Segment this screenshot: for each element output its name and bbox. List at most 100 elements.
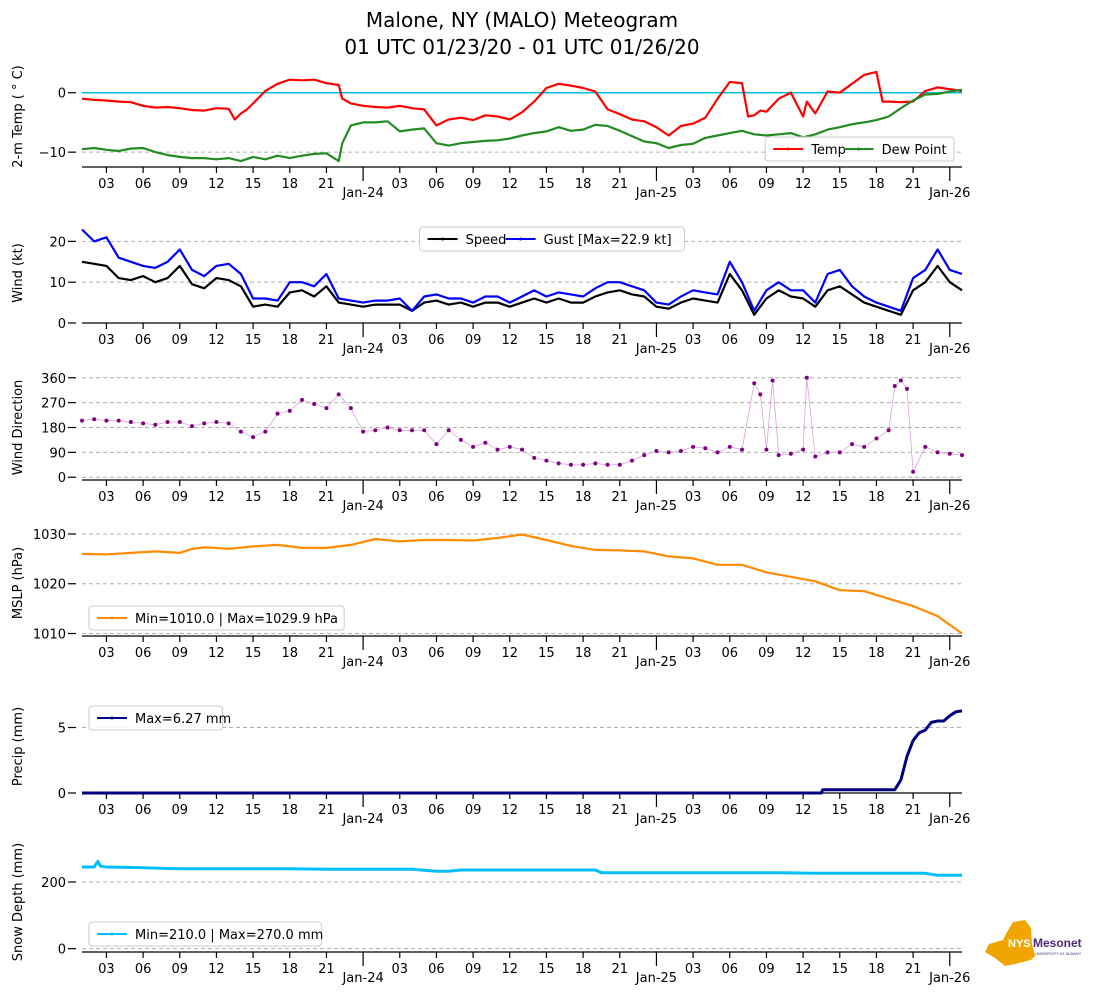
x-tick-label: 06	[722, 333, 739, 348]
data-point	[911, 469, 916, 474]
x-tick-label: Jan-26	[928, 812, 970, 827]
data-point	[532, 455, 537, 460]
data-point	[385, 425, 390, 430]
legend-entry: Min=1010.0 | Max=1029.9 hPa	[97, 612, 338, 627]
x-tick-label: 21	[318, 333, 335, 348]
logo-sub-text: UNIVERSITY AT ALBANY	[1035, 951, 1082, 956]
x-tick-label: 09	[172, 962, 189, 977]
y-tick-label: 0	[58, 317, 66, 332]
data-point	[190, 424, 194, 429]
data-point	[727, 444, 732, 449]
data-point	[300, 397, 304, 402]
data-point	[507, 444, 512, 449]
y-axis-label: Precip (mm)	[11, 707, 26, 786]
x-tick-label: 06	[428, 646, 445, 661]
data-point	[804, 375, 809, 380]
x-tick-label: 15	[538, 177, 555, 192]
data-point	[361, 429, 366, 434]
series-line-speed	[81, 260, 963, 316]
x-tick-label: 09	[758, 962, 775, 977]
x-tick-label: 12	[795, 333, 812, 348]
data-point	[336, 392, 341, 397]
x-tick-label: 12	[502, 177, 519, 192]
data-point	[153, 422, 158, 427]
data-point	[605, 462, 610, 467]
x-tick-label: 06	[722, 177, 739, 192]
logo-nys-text: NYS	[1008, 938, 1031, 950]
x-tick-label: 21	[318, 177, 335, 192]
data-point	[666, 450, 671, 455]
panel-precip: 0 5 Precip (mm) 03 06 09 12 15 18 21 Jan-24 03 06 09 1…	[11, 705, 970, 827]
legend: Temp Dew Point	[764, 136, 955, 162]
data-point	[892, 384, 897, 389]
data-point	[483, 440, 488, 445]
data-point	[825, 450, 830, 455]
chart-title-line2: 01 UTC 01/23/20 - 01 UTC 01/26/20	[344, 35, 699, 59]
x-tick-label: 21	[905, 490, 922, 505]
chart-title-line1: Malone, NY (MALO) Meteogram	[366, 8, 678, 32]
data-point	[177, 419, 182, 424]
legend-marker	[519, 237, 523, 241]
data-point	[410, 428, 414, 433]
x-tick-label: 06	[135, 490, 152, 505]
data-point	[458, 437, 463, 442]
legend-box	[88, 605, 345, 631]
panel-temp: −10 0 2-m Temp ( ° C) 03 06 09 12 15 18 21 Jan-24 0…	[11, 65, 970, 201]
x-tick-label: 09	[172, 333, 189, 348]
y-tick-label: 270	[41, 397, 66, 412]
x-tick-label: 12	[502, 646, 519, 661]
x-tick-label: 21	[905, 333, 922, 348]
y-tick-label: 1020	[33, 578, 66, 593]
data-point	[556, 461, 561, 466]
x-tick-label: 12	[502, 803, 519, 818]
y-tick-label: 0	[58, 87, 66, 102]
x-tick-label: Jan-25	[635, 186, 677, 201]
legend-label: Gust [Max=22.9 kt]	[544, 233, 672, 248]
new-york-state-shape-icon	[985, 920, 1035, 966]
legend-entry: Dew Point	[843, 143, 947, 158]
y-tick-label: 180	[41, 422, 66, 437]
legend-marker	[110, 716, 114, 720]
legend-label: Min=210.0 | Max=270.0 mm	[135, 928, 323, 943]
x-tick-label: 15	[245, 646, 262, 661]
x-tick-label: 03	[392, 962, 409, 977]
x-tick-label: 03	[392, 490, 409, 505]
data-point	[617, 462, 622, 467]
data-point	[312, 402, 317, 407]
legend-label: Temp	[810, 143, 846, 158]
data-point	[642, 453, 647, 458]
x-tick-label: 03	[392, 803, 409, 818]
x-tick-label: 09	[465, 962, 482, 977]
series-connector-direction	[81, 377, 963, 474]
legend-entry: Min=210.0 | Max=270.0 mm	[97, 928, 323, 943]
y-tick-label: 1010	[33, 628, 66, 643]
data-point	[544, 458, 549, 463]
panel-wind: 0 10 20 Wind (kt) 03 06 09 12 15 18 21 Jan-24 03 06 09…	[11, 226, 970, 357]
series-line-snow-depth	[82, 859, 962, 877]
x-tick-label: 21	[612, 646, 629, 661]
data-point	[80, 418, 84, 423]
series-line-mslp	[81, 533, 963, 635]
x-tick-label: 18	[282, 333, 299, 348]
y-tick-label: 0	[58, 943, 66, 958]
data-point	[874, 436, 879, 441]
x-tick-label: 15	[245, 803, 262, 818]
x-tick-label: Jan-26	[928, 186, 970, 201]
x-tick-label: 12	[795, 803, 812, 818]
data-point	[202, 421, 207, 426]
data-point	[446, 428, 451, 433]
x-tick-label: 09	[172, 646, 189, 661]
data-point	[581, 462, 586, 467]
data-point	[776, 453, 781, 458]
x-tick-label: 21	[612, 333, 629, 348]
x-tick-label: Jan-26	[928, 971, 970, 986]
x-tick-label: 15	[245, 333, 262, 348]
data-point	[238, 429, 243, 434]
x-tick-label: 06	[428, 962, 445, 977]
x-tick-label: 12	[502, 333, 519, 348]
x-tick-label: Jan-24	[341, 971, 383, 986]
data-point	[947, 451, 952, 456]
series-line-temp	[81, 70, 963, 137]
legend-label: Dew Point	[882, 143, 947, 158]
